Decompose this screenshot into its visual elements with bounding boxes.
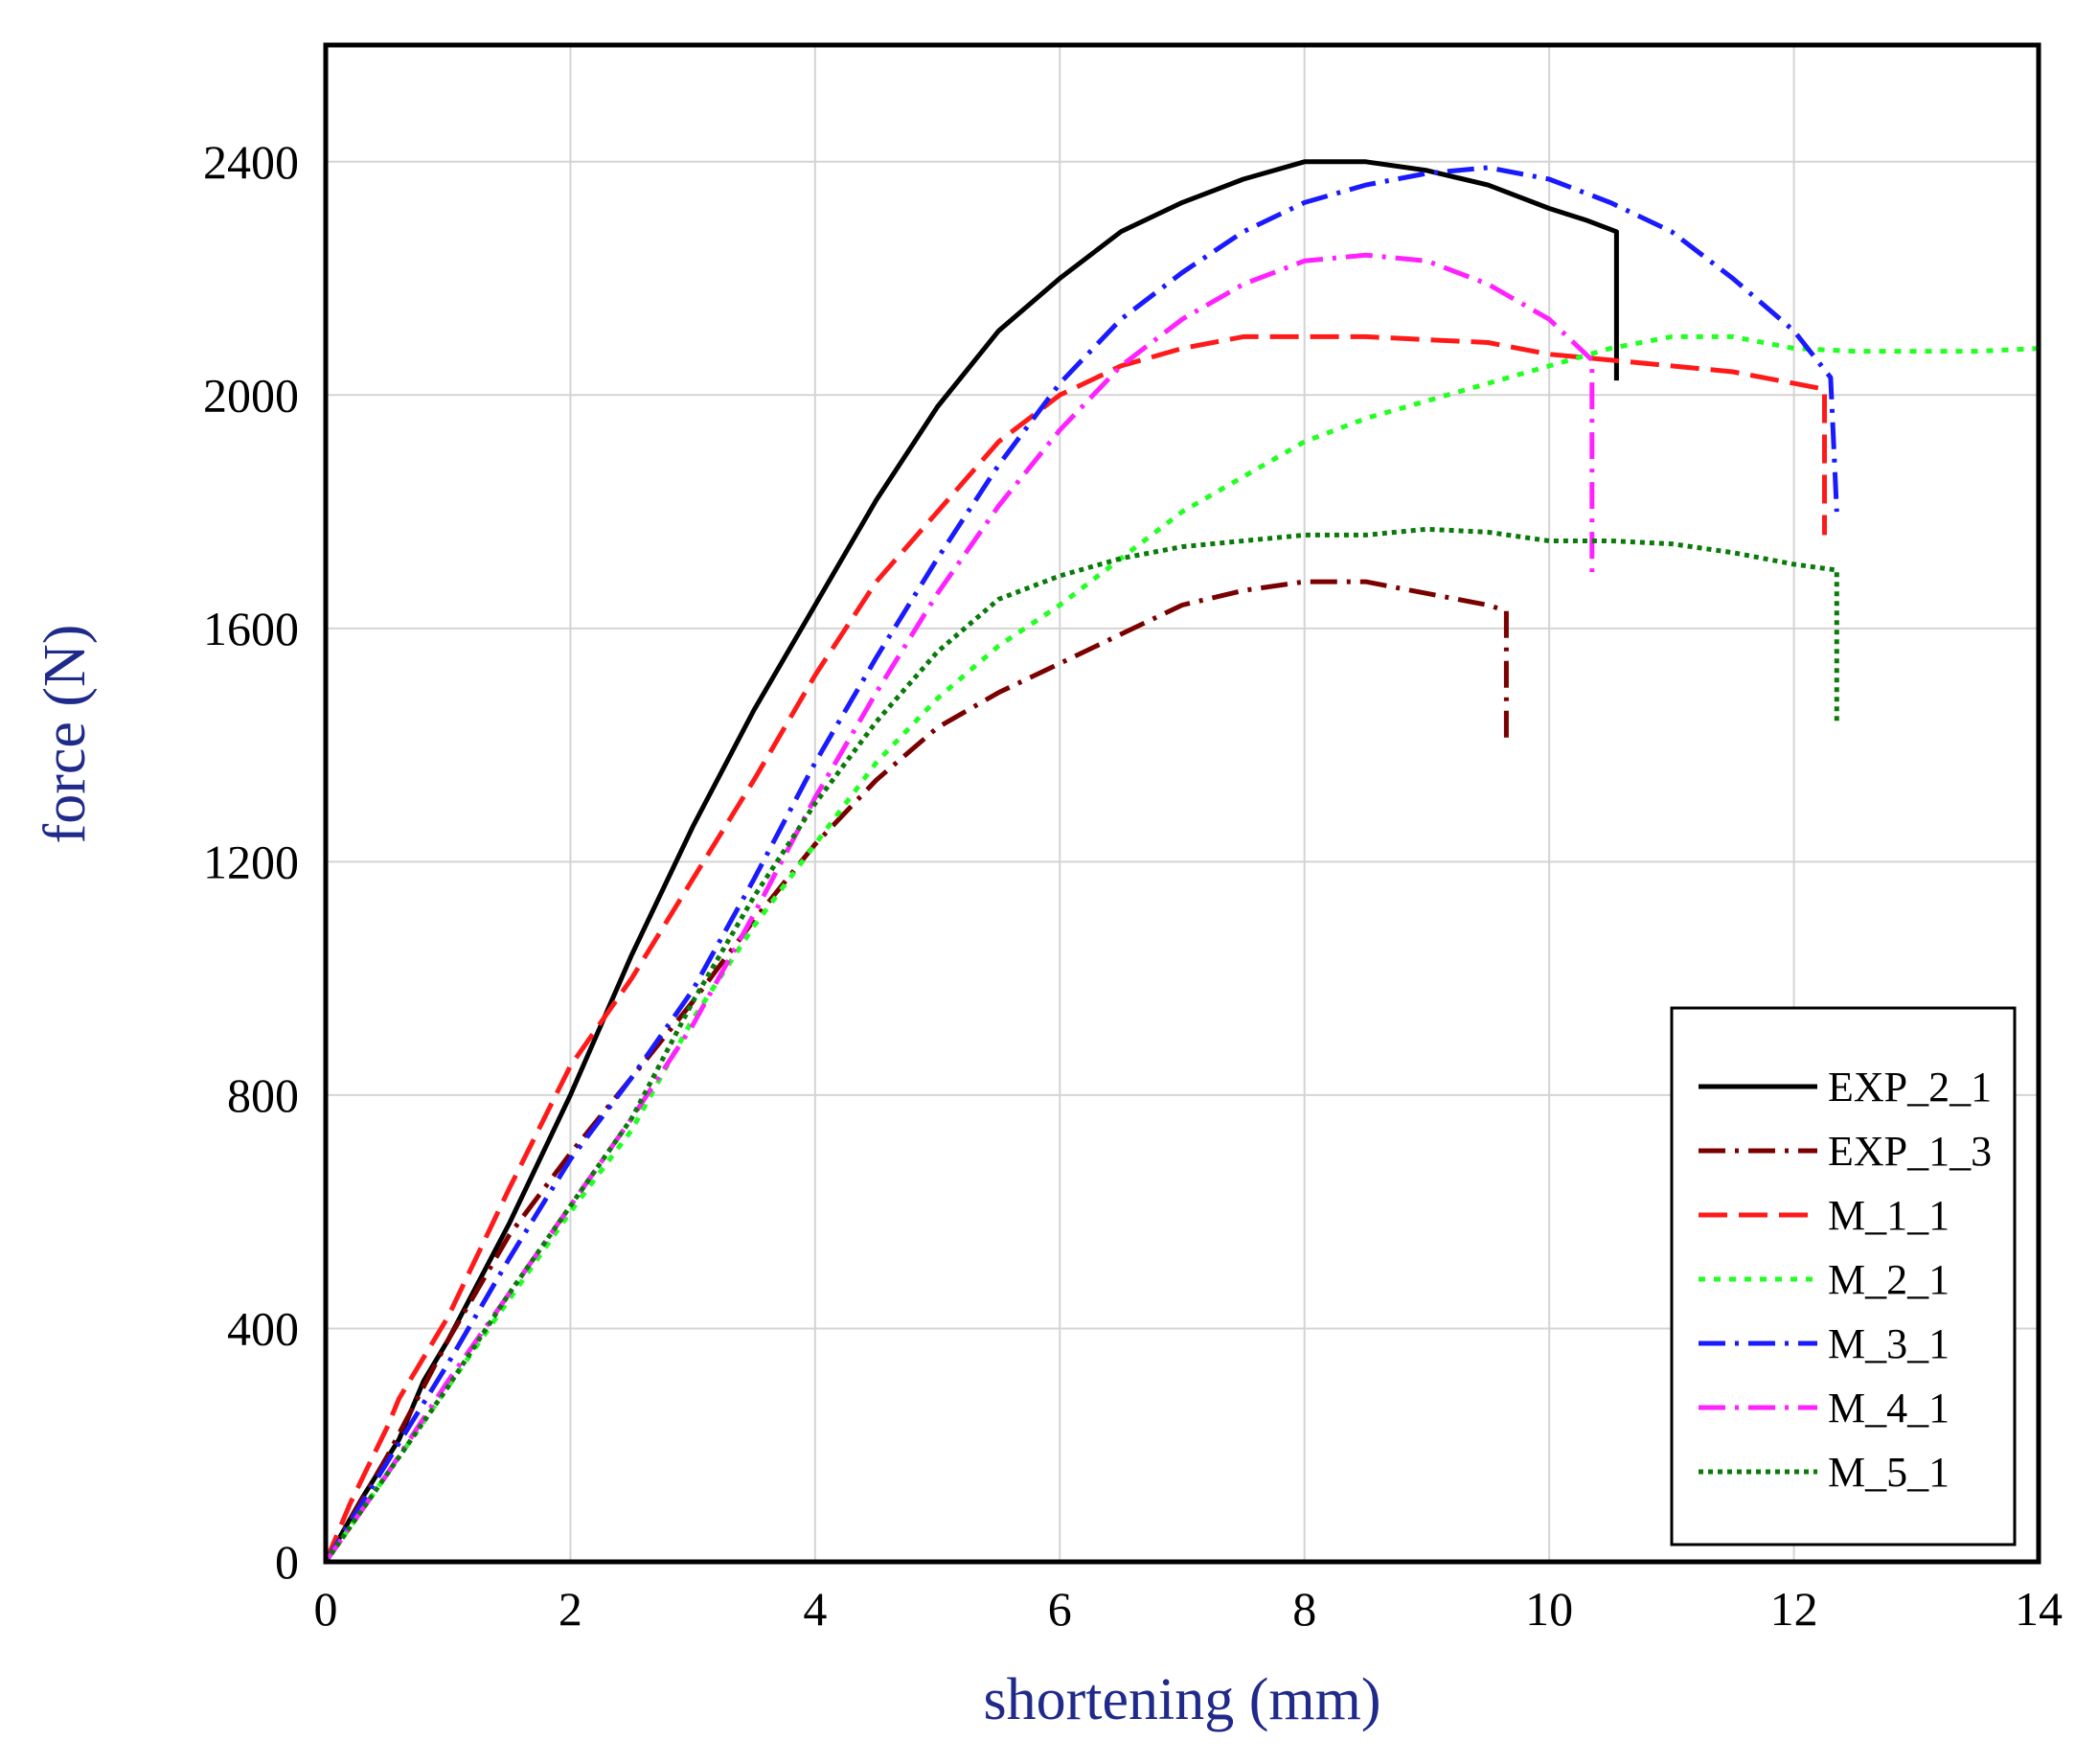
x-tick-label: 8 (1292, 1582, 1316, 1636)
series-line-m-2-1 (323, 333, 2040, 1564)
legend-label: M_4_1 (1828, 1385, 1950, 1432)
grid-lines (326, 45, 2039, 1562)
legend-label: EXP_1_3 (1828, 1128, 1992, 1175)
y-tick-label: 400 (227, 1301, 299, 1355)
series-lines (323, 159, 2040, 1564)
series-line-m-3-1 (323, 165, 1839, 1564)
y-axis-title: force (N) (33, 625, 98, 844)
series-line-exp-1-3 (323, 579, 1509, 1564)
x-tick-label: 12 (1770, 1582, 1818, 1636)
legend-label: EXP_2_1 (1828, 1064, 1992, 1111)
y-tick-label: 2400 (203, 135, 299, 189)
x-tick-label: 10 (1525, 1582, 1573, 1636)
y-tick-labels: 0 400 800 1200 1600 2000 2400 (203, 135, 299, 1589)
legend: EXP_2_1 EXP_1_3 M_1_1 M_2_1 M_3_1 M_4_1 M_5_1 (1670, 1006, 2017, 1546)
y-tick-label: 800 (227, 1068, 299, 1122)
legend-box (1670, 1006, 2017, 1546)
legend-label: M_2_1 (1828, 1256, 1950, 1303)
series-line-m-1-1 (323, 333, 1827, 1563)
x-tick-label: 0 (314, 1582, 338, 1636)
y-tick-label: 1600 (203, 602, 299, 655)
y-tick-label: 0 (275, 1535, 299, 1589)
x-tick-labels: 0 2 4 6 8 10 12 14 (314, 1582, 2064, 1636)
x-tick-label: 6 (1048, 1582, 1072, 1636)
y-tick-label: 2000 (203, 368, 299, 422)
x-tick-label: 14 (2015, 1582, 2063, 1636)
legend-label: M_1_1 (1828, 1192, 1950, 1239)
plot-frame (323, 42, 2041, 1565)
legend-items: EXP_2_1 EXP_1_3 M_1_1 M_2_1 M_3_1 M_4_1 M_5_1 (1699, 1064, 1992, 1496)
series-line-m-4-1 (323, 252, 1595, 1564)
x-tick-label: 4 (803, 1582, 827, 1636)
x-axis-title: shortening (mm) (984, 1667, 1381, 1732)
series-line-m-5-1 (323, 526, 1839, 1564)
legend-label: M_5_1 (1828, 1449, 1950, 1496)
legend-label: M_3_1 (1828, 1320, 1950, 1367)
y-tick-label: 1200 (203, 835, 299, 888)
x-tick-label: 2 (559, 1582, 582, 1636)
